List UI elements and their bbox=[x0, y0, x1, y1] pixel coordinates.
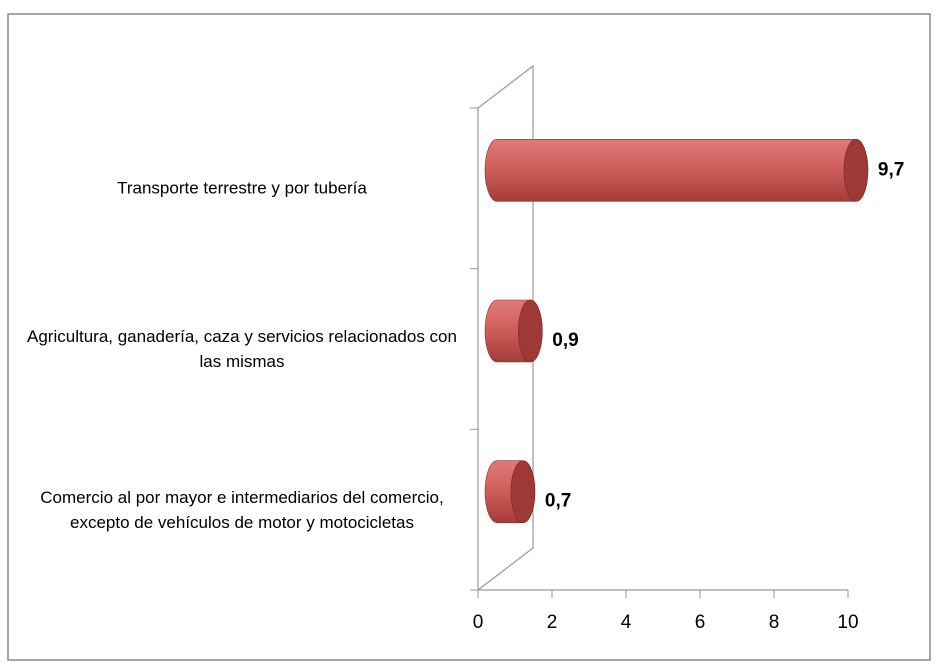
bar-end bbox=[843, 139, 869, 202]
bar-end bbox=[517, 299, 543, 363]
value-label: 9,7 bbox=[878, 159, 904, 180]
bar bbox=[484, 139, 869, 202]
x-tick-label: 0 bbox=[473, 612, 484, 633]
x-tick-label: 10 bbox=[837, 612, 858, 633]
x-tick-label: 8 bbox=[769, 612, 780, 633]
x-tick-label: 6 bbox=[695, 612, 706, 633]
category-label: Transporte terrestre y por tubería bbox=[117, 178, 367, 198]
bar-end bbox=[510, 460, 536, 523]
category-label: Comercio al por mayor e intermediarios d… bbox=[40, 487, 444, 532]
x-tick-label: 4 bbox=[621, 612, 632, 633]
value-label: 0,9 bbox=[552, 330, 578, 351]
x-tick-label: 2 bbox=[547, 612, 558, 633]
chart-frame bbox=[7, 13, 931, 661]
category-label: Agricultura, ganadería, caza y servicios… bbox=[27, 327, 457, 371]
value-label: 0,7 bbox=[545, 491, 571, 512]
